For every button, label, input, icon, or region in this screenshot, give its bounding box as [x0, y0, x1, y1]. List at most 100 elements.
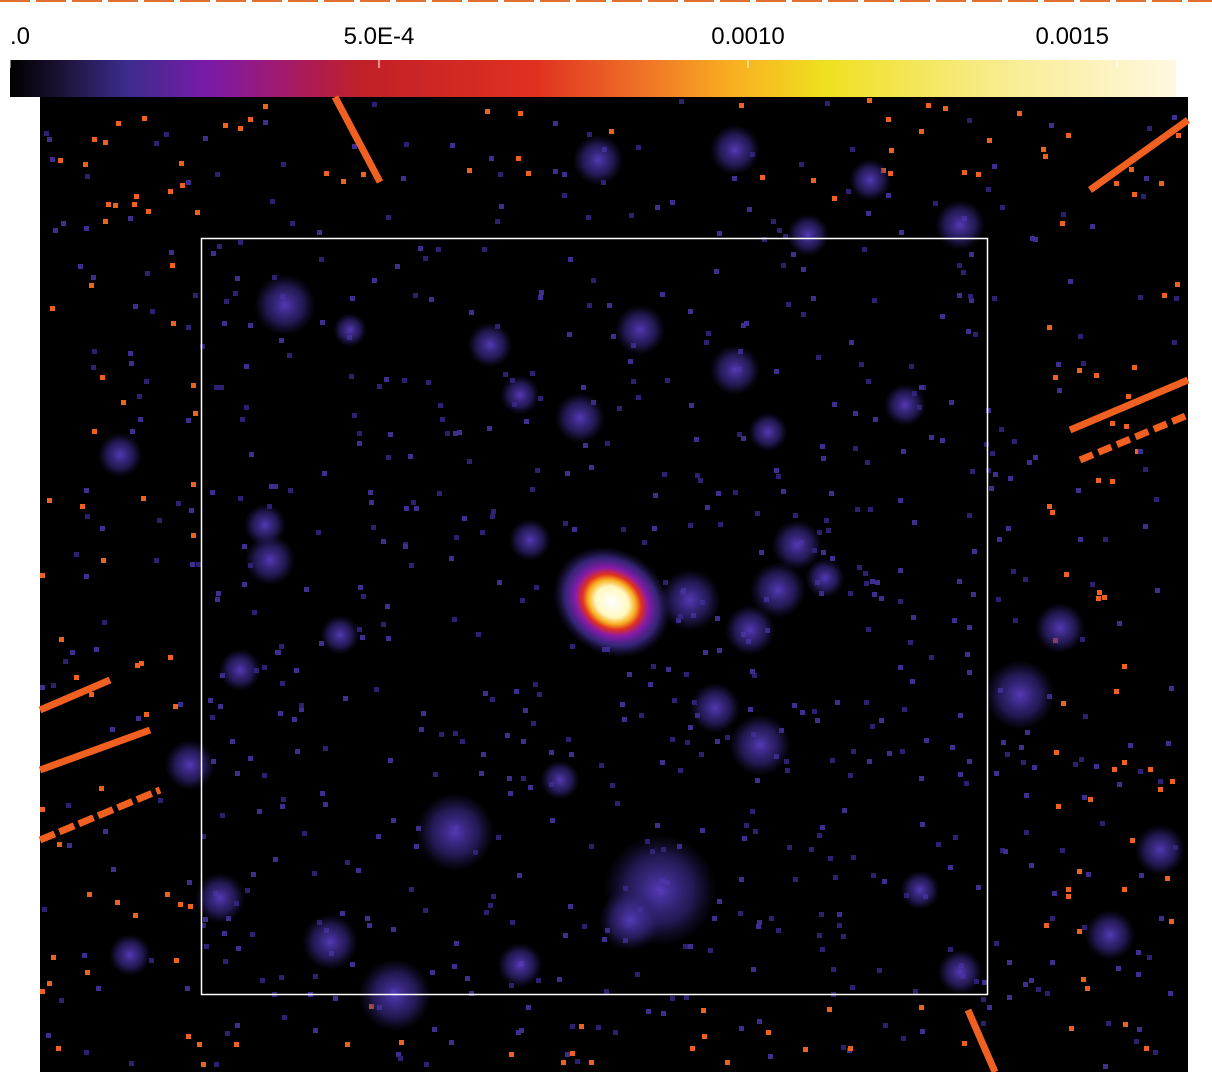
colorbar-ticks: .0 5.0E-4 0.0010 0.0015 [9, 23, 1118, 68]
noise-pixel [611, 334, 616, 339]
noise-pixel [186, 418, 191, 423]
noise-pixel [352, 413, 357, 418]
noise-pixel [503, 372, 508, 377]
noise-pixel [774, 369, 779, 374]
noise-pixel [699, 752, 704, 757]
noise-pixel [589, 844, 594, 849]
noise-pixel [333, 996, 338, 1001]
noise-pixel [635, 972, 640, 977]
streak [1068, 376, 1190, 434]
noise-pixel [203, 917, 208, 922]
noise-pixel [1005, 752, 1010, 757]
noise-pixel [755, 778, 760, 783]
noise-pixel [871, 873, 876, 878]
noise-pixel [621, 527, 626, 532]
noise-pixel [1023, 577, 1028, 582]
noise-pixel [948, 947, 953, 952]
noise-pixel [694, 437, 699, 442]
noise-pixel [996, 597, 1001, 602]
noise-pixel [851, 855, 856, 860]
noise-pixel [222, 321, 227, 326]
noise-pixel [690, 1046, 695, 1051]
faint-source [900, 870, 940, 910]
noise-pixel [744, 823, 749, 828]
noise-pixel [53, 228, 58, 233]
noise-pixel [445, 431, 450, 436]
noise-pixel [1080, 637, 1085, 642]
noise-pixel [171, 321, 176, 326]
noise-pixel [1029, 978, 1034, 983]
noise-pixel [929, 435, 934, 440]
noise-pixel [345, 1042, 350, 1047]
noise-pixel [570, 1051, 575, 1056]
noise-pixel [549, 750, 554, 755]
noise-pixel [898, 599, 903, 604]
noise-pixel [409, 887, 414, 892]
noise-pixel [1134, 1039, 1139, 1044]
noise-pixel [485, 109, 490, 114]
noise-pixel [304, 587, 309, 592]
faint-source [748, 412, 788, 452]
noise-pixel [1024, 793, 1029, 798]
noise-pixel [1069, 1026, 1074, 1031]
noise-pixel [1139, 873, 1144, 878]
noise-pixel [357, 441, 362, 446]
noise-pixel [1147, 126, 1152, 131]
noise-pixel [850, 985, 855, 990]
noise-pixel [919, 129, 924, 134]
noise-pixel [820, 444, 825, 449]
noise-pixel [193, 293, 198, 298]
noise-pixel [949, 400, 954, 405]
noise-pixel [323, 802, 328, 807]
noise-pixel [211, 251, 216, 256]
noise-pixel [233, 291, 238, 296]
noise-pixel [717, 648, 722, 653]
noise-pixel [1103, 1064, 1108, 1069]
noise-pixel [281, 162, 286, 167]
noise-pixel [1057, 388, 1062, 393]
noise-pixel [666, 667, 671, 672]
noise-pixel [971, 592, 976, 597]
noise-pixel [270, 199, 275, 204]
noise-pixel [753, 829, 758, 834]
noise-pixel [846, 189, 851, 194]
noise-pixel [1073, 762, 1078, 767]
noise-pixel [970, 469, 975, 474]
noise-pixel [517, 873, 522, 878]
noise-pixel [526, 1005, 531, 1010]
noise-pixel [168, 655, 173, 660]
noise-pixel [82, 953, 87, 958]
noise-pixel [821, 456, 826, 461]
noise-pixel [1143, 467, 1148, 472]
noise-pixel [56, 1046, 61, 1051]
noise-pixel [714, 269, 719, 274]
noise-pixel [396, 1052, 401, 1057]
noise-pixel [888, 171, 893, 176]
noise-pixel [141, 496, 146, 501]
noise-pixel [433, 772, 438, 777]
noise-pixel [1032, 765, 1037, 770]
noise-pixel [509, 1052, 514, 1057]
noise-pixel [262, 773, 267, 778]
noise-pixel [1159, 916, 1164, 921]
noise-pixel [986, 468, 991, 473]
noise-pixel [1060, 848, 1065, 853]
noise-pixel [1078, 537, 1083, 542]
noise-pixel [756, 924, 761, 929]
noise-pixel [781, 489, 786, 494]
noise-pixel [1043, 154, 1048, 159]
noise-pixel [453, 731, 458, 736]
noise-pixel [499, 204, 504, 209]
noise-pixel [732, 176, 737, 181]
noise-pixel [967, 759, 972, 764]
noise-pixel [1017, 111, 1022, 116]
noise-pixel [1050, 960, 1055, 965]
noise-pixel [251, 872, 256, 877]
streak [38, 726, 152, 774]
noise-pixel [497, 580, 502, 585]
noise-pixel [1128, 743, 1133, 748]
noise-pixel [134, 194, 139, 199]
noise-pixel [47, 137, 52, 142]
noise-pixel [47, 981, 52, 986]
noise-pixel [360, 635, 365, 640]
